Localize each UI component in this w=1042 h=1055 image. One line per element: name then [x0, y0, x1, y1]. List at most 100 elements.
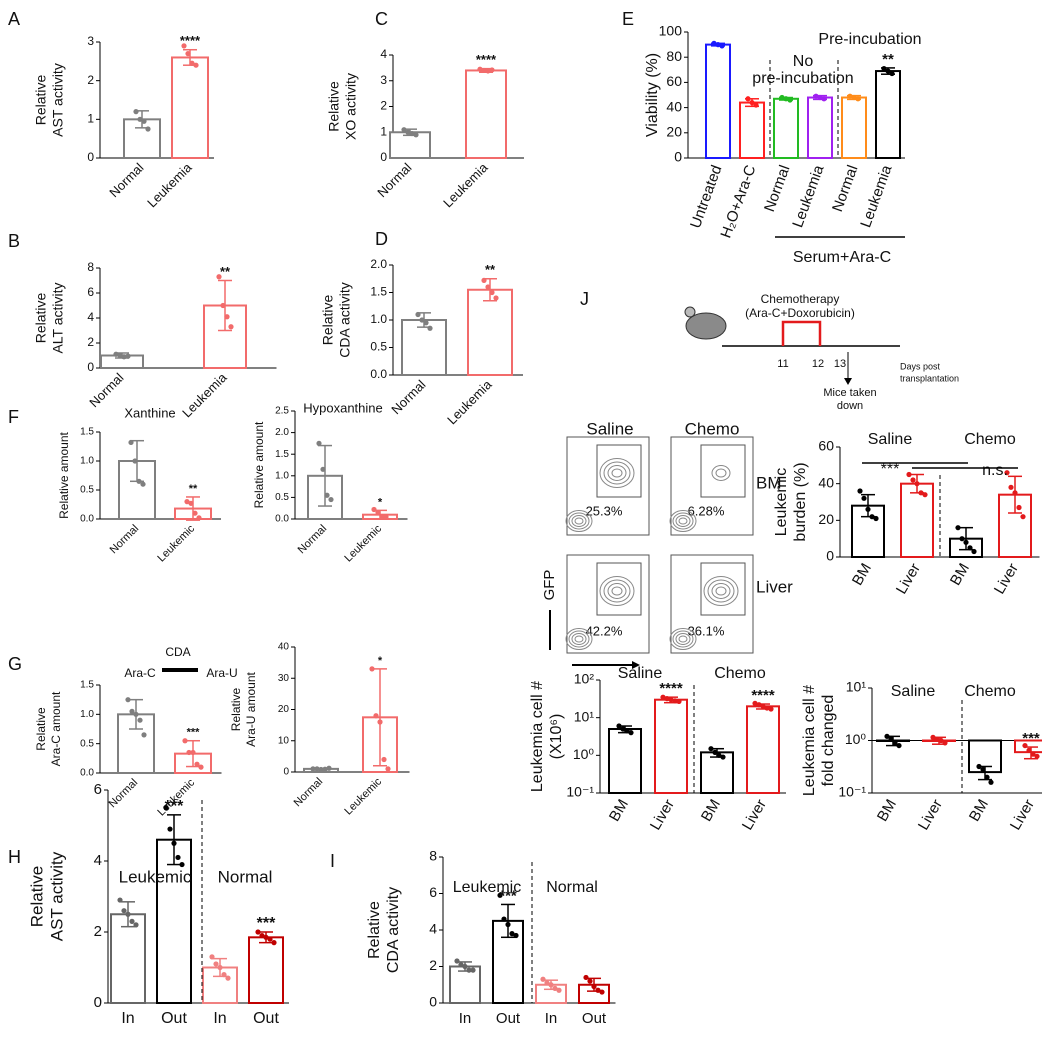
- data-point: [955, 525, 961, 531]
- data-point: [711, 40, 717, 46]
- data-point: [976, 763, 982, 770]
- data-point: [171, 840, 177, 846]
- significance: **: [882, 51, 894, 68]
- y-tick-label: 0: [283, 767, 289, 778]
- x-tick-label: Normal: [106, 160, 146, 200]
- arrow-head: [632, 661, 640, 669]
- data-point: [821, 96, 827, 102]
- data-point: [423, 320, 429, 326]
- data-point: [409, 130, 415, 137]
- data-point: [375, 509, 381, 516]
- data-point: [181, 43, 187, 49]
- data-point: [117, 352, 123, 359]
- significance: ****: [751, 687, 775, 704]
- data-point: [141, 732, 147, 738]
- data-point: [373, 713, 379, 719]
- y-tick-label: 1.0: [80, 456, 94, 467]
- x-tick-label: Normal: [388, 377, 428, 417]
- data-point: [129, 918, 135, 924]
- x-tick-label: Untreated: [687, 163, 726, 231]
- contour: [599, 576, 635, 606]
- y-tick-label: 0: [674, 149, 682, 165]
- significance: **: [189, 483, 198, 495]
- data-point: [934, 736, 940, 742]
- annotation: Saline: [618, 665, 663, 682]
- x-tick-label: Leukemic: [155, 522, 197, 564]
- contour: [678, 517, 688, 525]
- y-axis-label: Relative: [320, 295, 336, 346]
- panel-letter: E: [622, 9, 634, 29]
- data-point: [719, 43, 725, 49]
- annotation: CDA: [165, 645, 190, 659]
- data-point: [963, 539, 969, 545]
- annotation: Chemo: [964, 683, 1016, 700]
- significance: ***: [165, 798, 184, 815]
- data-point: [185, 51, 191, 57]
- data-point: [873, 515, 879, 522]
- data-point: [405, 129, 411, 135]
- bar: [654, 698, 688, 795]
- y-tick-label: 0.5: [275, 492, 289, 503]
- significance: **: [485, 262, 496, 277]
- y-axis-label: AST activity: [47, 851, 66, 941]
- annotation: n.s.: [982, 462, 1008, 479]
- bar: [841, 96, 867, 159]
- data-point: [132, 458, 138, 464]
- y-tick-label: 0: [429, 994, 437, 1010]
- panel-letter: B: [8, 231, 20, 251]
- y-tick-label: 4: [429, 921, 437, 937]
- x-tick-label: BM: [947, 560, 973, 588]
- data-point: [129, 708, 135, 715]
- data-point: [198, 764, 204, 770]
- data-point: [458, 962, 464, 968]
- annotation: Normal: [218, 867, 273, 886]
- data-point: [485, 68, 491, 74]
- data-point: [141, 118, 147, 124]
- data-point: [190, 749, 196, 756]
- data-point: [967, 545, 973, 551]
- data-point: [419, 317, 425, 323]
- significance: ****: [476, 52, 497, 67]
- annotation: Pre-incubation: [818, 31, 921, 48]
- data-point: [401, 127, 407, 133]
- y-tick-label: 40: [666, 98, 682, 114]
- data-point: [318, 766, 324, 773]
- data-point: [660, 694, 666, 700]
- x-tick-label: Liver: [647, 796, 678, 833]
- data-point: [121, 908, 127, 914]
- y-axis-label: (X10⁶): [548, 714, 565, 760]
- x-tick-label: BM: [698, 796, 724, 824]
- data-point: [167, 826, 173, 832]
- data-point: [466, 967, 472, 973]
- bar: [807, 96, 833, 159]
- data-point: [1022, 742, 1028, 749]
- data-point: [133, 922, 139, 928]
- data-point: [1020, 514, 1026, 520]
- data-point: [620, 726, 626, 732]
- y-axis-label: XO activity: [343, 73, 359, 140]
- annotation: Saline: [891, 683, 936, 700]
- significance: ***: [1022, 730, 1040, 747]
- data-point: [137, 717, 143, 723]
- data-point: [196, 515, 202, 521]
- x-tick-label: BM: [966, 796, 992, 824]
- flow-plot: [670, 436, 754, 536]
- y-tick-label: 6: [94, 781, 102, 798]
- data-point: [310, 766, 316, 772]
- x-tick-label: Out: [161, 1010, 187, 1027]
- x-tick-label: Leukemic: [342, 775, 384, 817]
- x-label: Days post: [900, 361, 941, 371]
- data-point: [328, 496, 334, 503]
- data-point: [984, 774, 990, 780]
- annotation: pre-incubation: [752, 70, 853, 87]
- contour: [611, 468, 623, 478]
- flow-gate: [700, 444, 746, 498]
- data-point: [415, 311, 421, 318]
- y-axis-label: Relative: [229, 688, 243, 732]
- x-tick-label: Normal: [86, 370, 126, 410]
- data-point: [324, 492, 330, 498]
- y-tick-label: 100: [659, 23, 683, 39]
- y-tick-label: 10⁰: [573, 746, 595, 762]
- contour: [574, 517, 584, 525]
- data-point: [869, 514, 875, 520]
